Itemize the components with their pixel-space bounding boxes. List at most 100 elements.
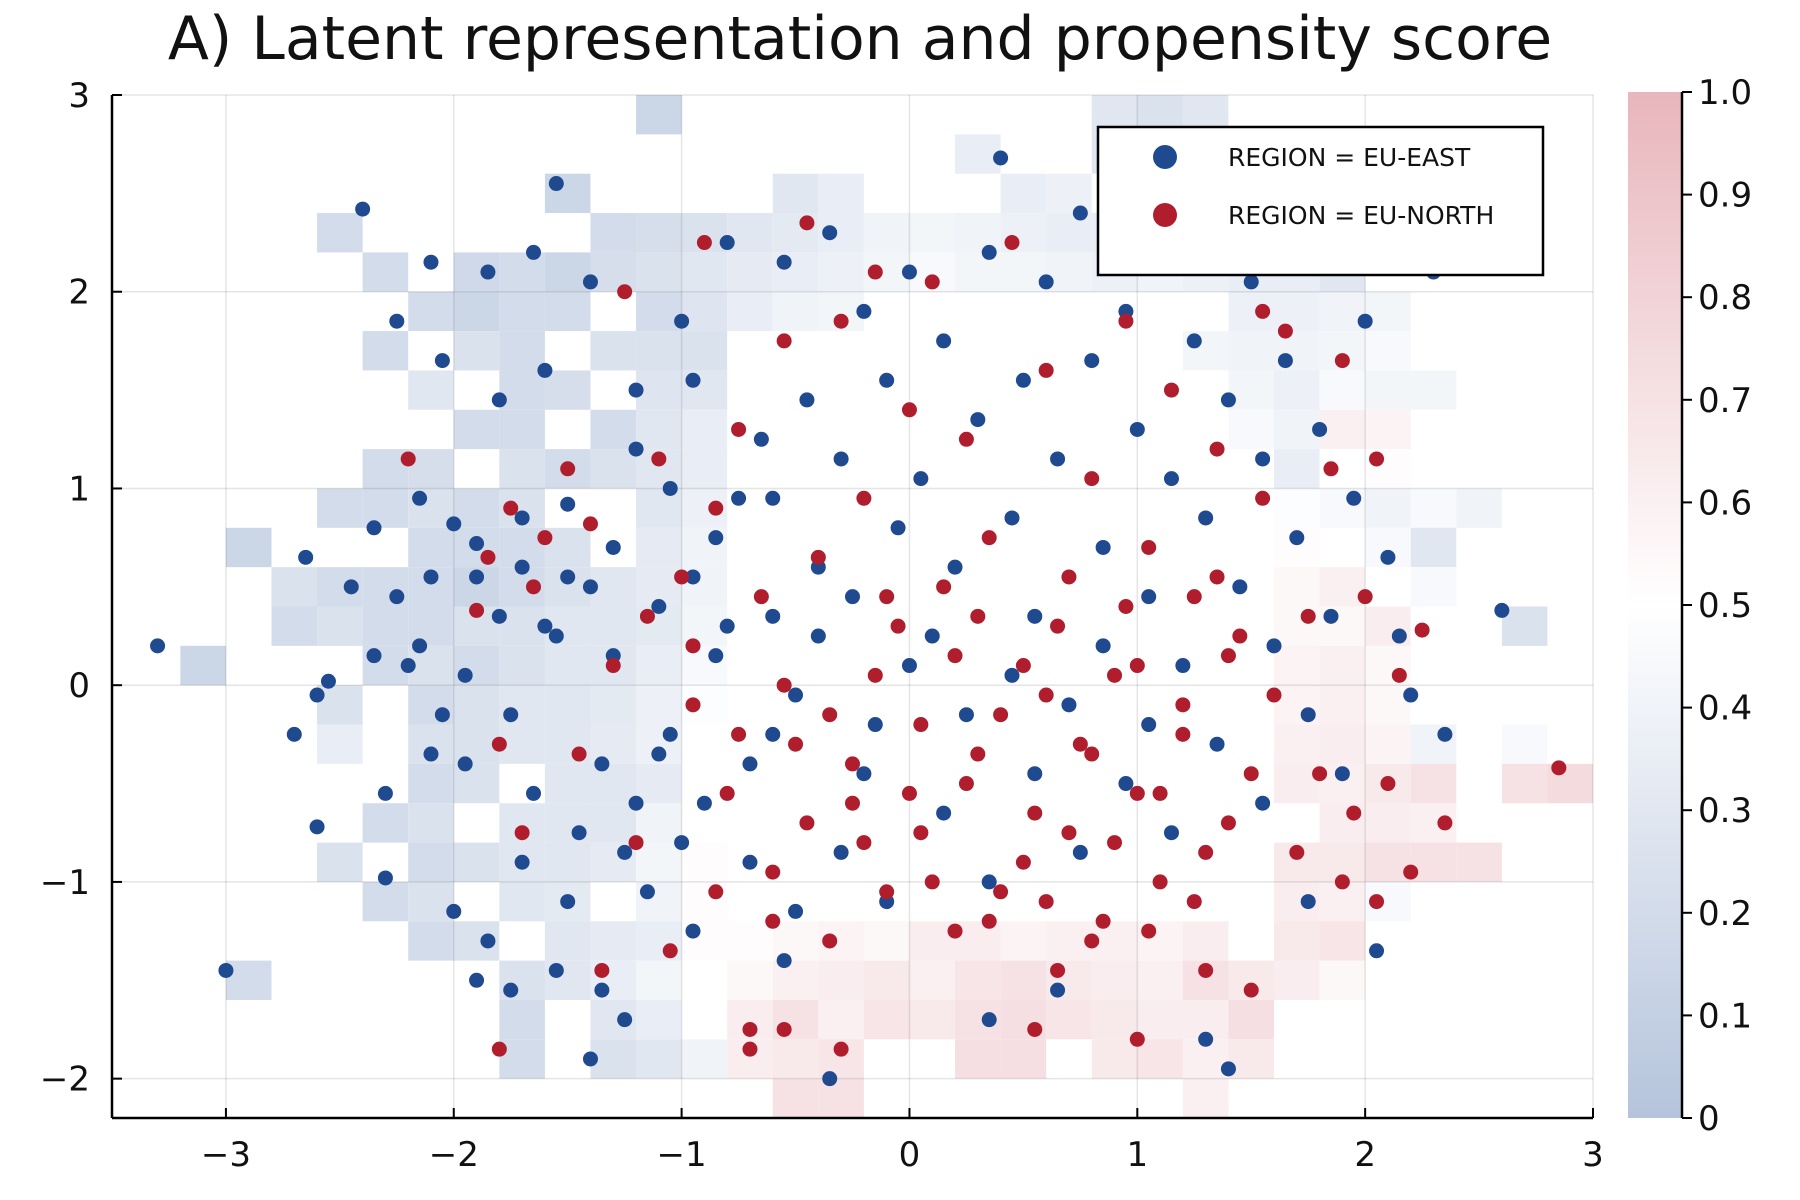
point-eu-east [753, 431, 769, 447]
heatmap-cell [1365, 409, 1411, 450]
point-eu-north [924, 874, 940, 890]
heatmap-cell [772, 960, 819, 1000]
point-eu-east [674, 313, 690, 329]
heatmap-cell [544, 252, 591, 292]
heatmap-cell [225, 527, 272, 568]
point-eu-east [1209, 736, 1225, 752]
point-eu-north [1118, 313, 1134, 329]
heatmap-cell [408, 881, 454, 922]
point-eu-east [628, 382, 644, 398]
point-eu-north [639, 608, 655, 624]
point-eu-east [981, 874, 997, 890]
heatmap-cell [636, 409, 682, 450]
heatmap-cell [681, 1039, 728, 1079]
heatmap-cell [590, 921, 637, 961]
point-eu-north [856, 490, 872, 506]
heatmap-cell [636, 803, 682, 843]
point-eu-north [628, 835, 644, 851]
heatmap-cell [636, 527, 682, 568]
heatmap-cell [1365, 488, 1411, 528]
heatmap-cell [1182, 1078, 1229, 1118]
heatmap-cell [453, 488, 500, 528]
heatmap-cell [453, 409, 500, 450]
colorbar-tick-label: 0.1 [1698, 996, 1752, 1036]
point-eu-east [582, 579, 598, 595]
point-eu-north [1038, 687, 1054, 703]
heatmap-cell [408, 370, 454, 410]
point-eu-north [560, 461, 576, 477]
point-eu-north [1220, 648, 1236, 664]
heatmap-cell [727, 921, 773, 961]
point-eu-east [708, 648, 724, 664]
point-eu-north [1175, 697, 1191, 713]
heatmap-cell [590, 606, 637, 646]
heatmap-cell [1410, 763, 1457, 804]
point-eu-north [776, 1021, 792, 1037]
point-eu-north [1152, 874, 1168, 890]
point-eu-north [1403, 864, 1419, 880]
colorbar-tick-label: 0.4 [1698, 689, 1752, 729]
heatmap-cell [863, 921, 910, 961]
heatmap-cell [681, 960, 728, 1000]
point-eu-east [491, 608, 507, 624]
point-eu-north [890, 618, 906, 634]
point-eu-north [822, 707, 838, 723]
heatmap-cell [955, 960, 1001, 1000]
point-eu-north [1129, 785, 1145, 801]
heatmap-cell [681, 999, 728, 1040]
heatmap-cell [681, 252, 728, 292]
point-eu-north [1129, 658, 1145, 674]
point-eu-east [1334, 766, 1350, 782]
heatmap-cell [362, 488, 409, 528]
point-eu-north [833, 1041, 849, 1057]
point-eu-east [1346, 490, 1362, 506]
heatmap-cell [317, 213, 363, 253]
point-eu-east [696, 795, 712, 811]
legend-marker-eu-east [1153, 145, 1177, 169]
heatmap-cell [590, 252, 637, 292]
heatmap-cell [1274, 291, 1320, 332]
point-eu-east [1255, 795, 1271, 811]
point-eu-east [537, 362, 553, 378]
x-tick-label: 2 [1354, 1135, 1376, 1175]
point-eu-east [1027, 608, 1043, 624]
point-eu-north [845, 756, 860, 772]
point-eu-north [1323, 461, 1339, 477]
heatmap-cell [1046, 213, 1092, 253]
heatmap-cell [1046, 252, 1092, 292]
heatmap-cell [636, 1039, 682, 1079]
point-eu-north [1050, 618, 1066, 634]
point-eu-north [514, 825, 530, 841]
heatmap-cell [1319, 567, 1366, 607]
point-eu-north [742, 1021, 758, 1037]
point-eu-east [423, 254, 439, 270]
heatmap-cell [1319, 960, 1366, 1000]
heatmap-cell [362, 881, 409, 922]
point-eu-east [1004, 510, 1020, 526]
heatmap-cell [1046, 173, 1092, 214]
point-eu-north [685, 638, 701, 654]
point-eu-east [1300, 707, 1316, 723]
heatmap-cell [544, 370, 591, 410]
point-eu-north [845, 795, 860, 811]
heatmap-cell [499, 370, 545, 410]
point-eu-east [993, 150, 1009, 166]
point-eu-east [571, 825, 587, 841]
point-eu-east [150, 638, 166, 654]
point-eu-north [1334, 874, 1350, 890]
heatmap-cell [453, 842, 500, 882]
heatmap-cell [1410, 567, 1457, 607]
point-eu-east [810, 628, 826, 644]
point-eu-north [970, 746, 986, 762]
heatmap-cell [1365, 803, 1411, 843]
point-eu-east [1050, 982, 1066, 998]
heatmap-cell [1091, 999, 1138, 1040]
point-eu-north [1038, 894, 1054, 910]
point-eu-east [765, 608, 781, 624]
heatmap-cell [681, 606, 728, 646]
point-eu-north [753, 589, 769, 605]
point-eu-east [469, 536, 485, 552]
point-eu-east [731, 490, 747, 506]
point-eu-east [856, 766, 872, 782]
heatmap-cell [362, 331, 409, 371]
